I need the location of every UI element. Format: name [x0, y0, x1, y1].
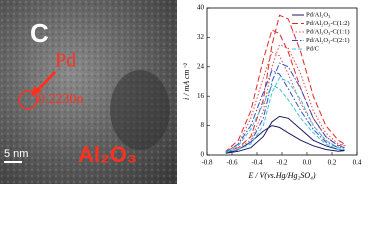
- series-line: [225, 115, 345, 154]
- x-tick-label: 0.0: [303, 159, 312, 167]
- legend-label: Pd/Al₂O₃-C(2:1): [306, 37, 350, 44]
- x-tick-label: -0.2: [276, 159, 288, 167]
- chart: 0 8 16 24 32 40 -0.8 -0.6 -0.4 -0.2 0.0 0.2 0.4 E / V…: [182, 4, 362, 180]
- particle-circle: [18, 90, 38, 110]
- x-axis-label: E / V(vs.Hg/Hg₂SO₄): [247, 171, 315, 180]
- scale-label: 5 nm: [4, 148, 28, 160]
- series-line: [225, 44, 347, 152]
- series-line: [225, 62, 345, 153]
- x-tick-label: 0.2: [328, 159, 337, 167]
- y-tick-label: 40: [197, 4, 205, 12]
- spacing-label: 0.2230n: [38, 92, 84, 107]
- x-tick-label: -0.4: [251, 159, 263, 167]
- y-tick-label: 16: [197, 92, 205, 100]
- tem-image: C Pd 0.2230n 5 nm Al₂O₃: [0, 0, 177, 184]
- y-tick-label: 24: [197, 62, 205, 70]
- pd-label: Pd: [55, 50, 76, 72]
- legend-label: Pd/Al₂O₃-C(1:2): [306, 20, 350, 27]
- x-tick-label: -0.6: [226, 159, 238, 167]
- y-tick-label: 32: [197, 33, 205, 41]
- carbon-label: C: [30, 18, 49, 48]
- legend-label: Pd/Al₂O₃-C(1:1): [306, 28, 350, 35]
- y-axis-label: i / mA cm⁻²: [182, 62, 191, 100]
- x-tick-label: 0.4: [353, 159, 362, 167]
- arrow: [34, 70, 57, 94]
- y-tick-label: 0: [201, 151, 205, 159]
- legend-label: Pd/Al₂O₃: [306, 11, 330, 18]
- support-label: Al₂O₃: [78, 142, 137, 167]
- tem-shadow: [110, 70, 170, 150]
- series-line: [225, 77, 345, 154]
- figure: C Pd 0.2230n 5 nm Al₂O₃ 0 8 16 24 32 40 -0.8 -0…: [0, 0, 362, 184]
- legend-label: Pd/C: [306, 45, 319, 52]
- x-tick-label: -0.8: [201, 159, 213, 167]
- arrow-head: [31, 86, 42, 97]
- y-tick-label: 8: [201, 121, 205, 129]
